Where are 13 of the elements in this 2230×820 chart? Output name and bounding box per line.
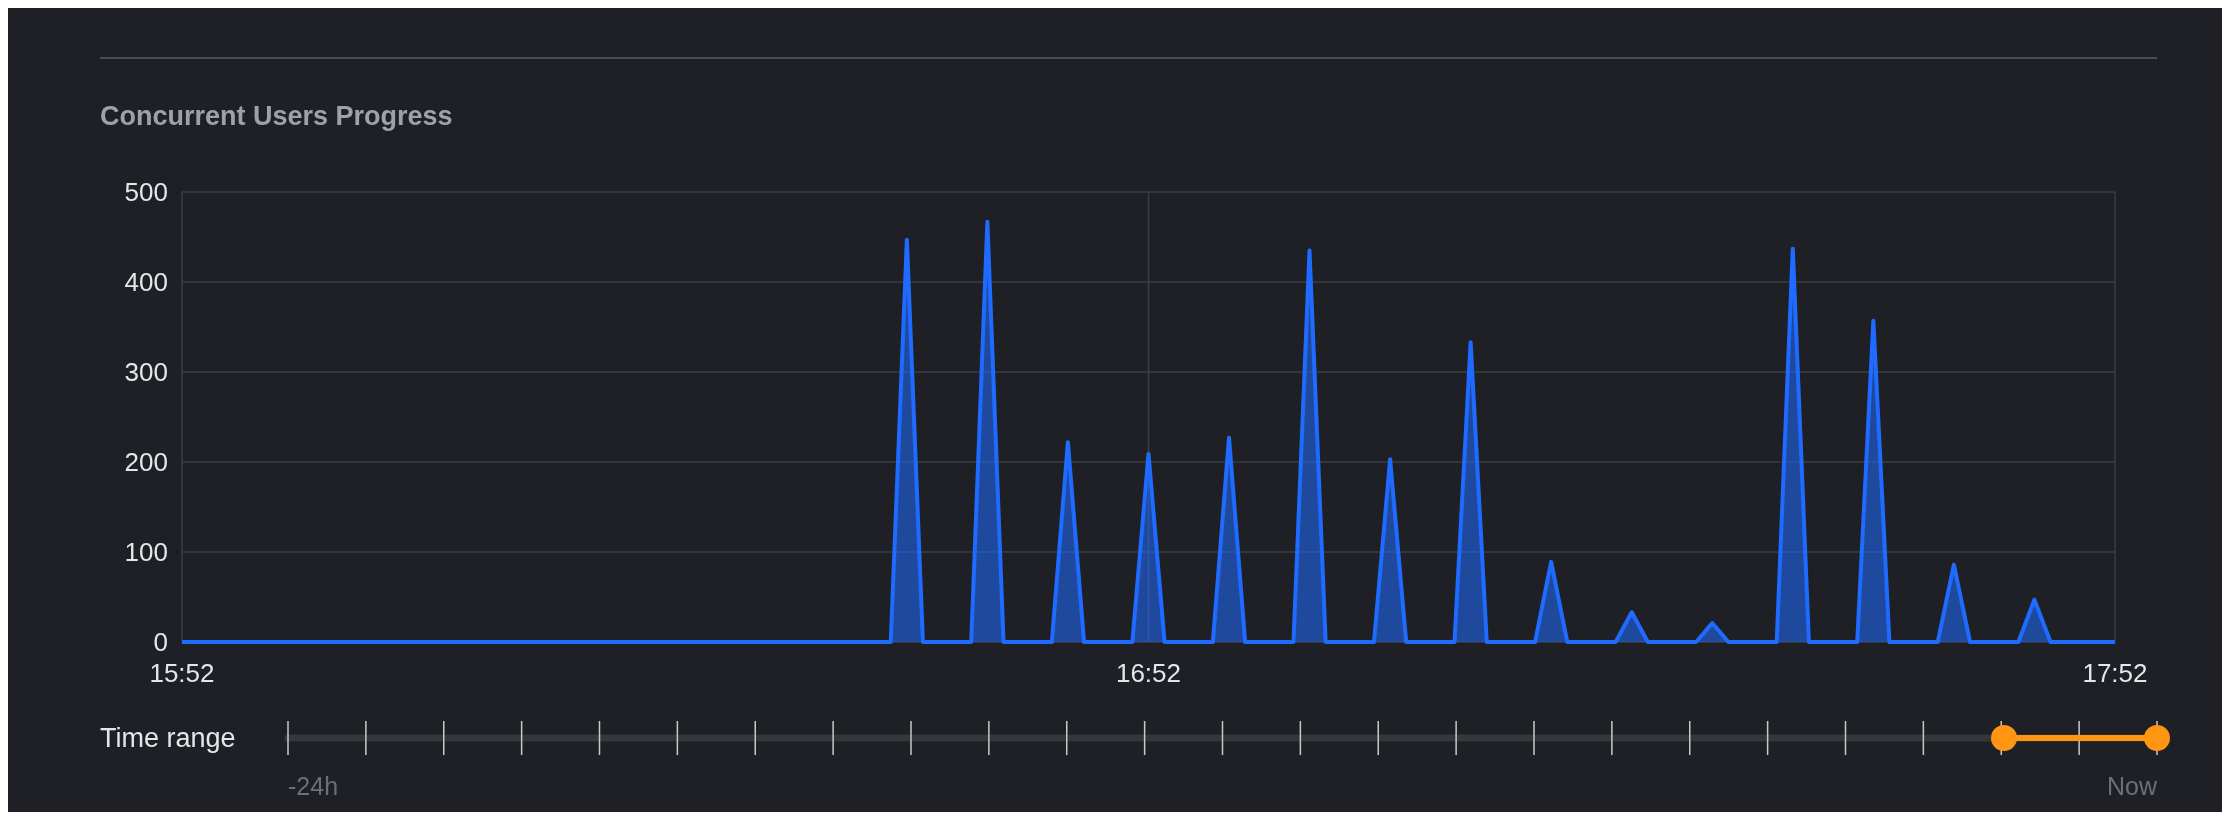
chart-title: Concurrent Users Progress: [100, 101, 453, 131]
y-tick-label: 100: [124, 537, 168, 568]
y-tick-label: 300: [124, 357, 168, 388]
y-tick-label: 0: [153, 627, 168, 658]
y-tick-label: 200: [124, 447, 168, 478]
x-tick-label: 17:52: [2082, 658, 2148, 688]
y-tick-label: 500: [124, 177, 168, 208]
text: Time range: [100, 723, 236, 753]
y-tick-label: 400: [124, 267, 168, 298]
text: -24h: [288, 772, 339, 800]
text: Now: [2106, 772, 2158, 800]
x-tick-label: 15:52: [149, 658, 215, 688]
x-tick-label: 16:52: [1115, 658, 1182, 688]
